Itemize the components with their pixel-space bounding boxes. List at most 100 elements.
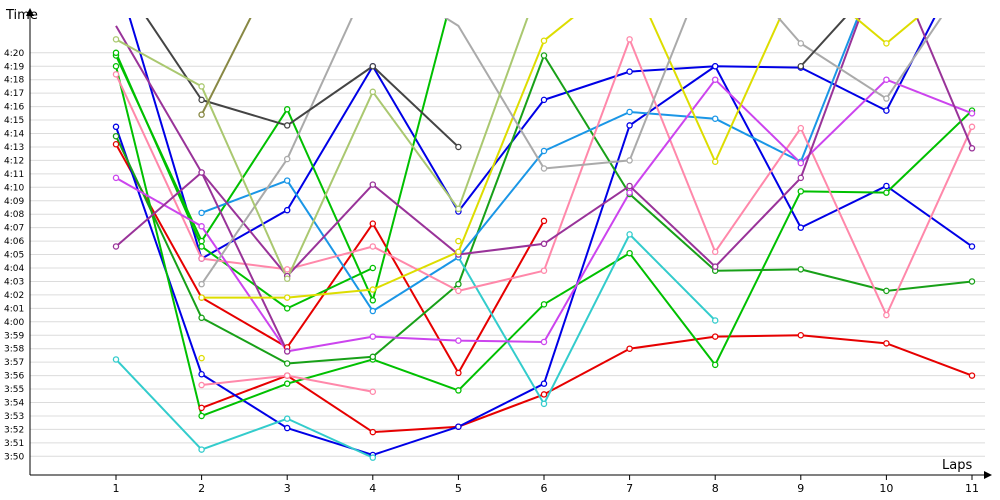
data-point — [540, 240, 548, 248]
data-point — [540, 267, 548, 274]
y-tick-label: 4:15 — [4, 116, 24, 126]
data-point — [198, 111, 205, 118]
x-tick-label: 8 — [712, 482, 719, 495]
data-point — [369, 353, 377, 361]
y-tick-label: 4:02 — [4, 291, 24, 301]
y-tick-label: 3:50 — [4, 452, 24, 462]
data-point — [369, 88, 377, 96]
data-point — [198, 209, 205, 217]
data-point — [455, 387, 462, 394]
x-tick-label: 10 — [879, 482, 893, 495]
axes: Time Laps — [5, 8, 992, 479]
data-point — [883, 95, 890, 102]
y-tick-label: 4:12 — [4, 156, 24, 166]
y-tick-label: 4:19 — [4, 62, 24, 72]
data-point — [112, 141, 120, 148]
data-point — [369, 286, 377, 293]
data-point — [198, 280, 205, 288]
series-markers — [112, 36, 976, 461]
data-point — [283, 294, 291, 301]
data-point — [283, 372, 291, 379]
data-point — [626, 157, 633, 164]
data-point — [711, 263, 719, 270]
data-point — [711, 248, 719, 256]
data-point — [540, 301, 548, 308]
data-point — [283, 360, 291, 367]
data-point — [626, 68, 633, 75]
data-point — [283, 177, 291, 184]
data-point — [540, 165, 548, 172]
data-point — [797, 188, 805, 195]
data-point — [283, 415, 291, 422]
y-tick-label: 3:57 — [4, 358, 24, 368]
data-point — [369, 181, 377, 188]
data-point — [198, 404, 205, 412]
x-tick-label: 6 — [541, 482, 548, 495]
x-axis-arrow-icon — [984, 471, 992, 479]
data-point — [198, 354, 205, 362]
data-point — [540, 217, 548, 225]
data-point — [797, 331, 805, 339]
series-line — [115, 18, 529, 280]
data-point — [112, 356, 120, 363]
x-tick-labels: 1 2 3 4 5 6 7 8 9 10 11 — [113, 475, 979, 495]
data-point — [283, 348, 291, 355]
y-tick-label: 4:17 — [4, 89, 24, 99]
y-tick-label: 4:06 — [4, 237, 24, 247]
y-tick-label: 4:01 — [4, 304, 24, 314]
data-point — [797, 266, 805, 273]
data-point — [455, 423, 462, 430]
data-point — [711, 333, 719, 340]
y-tick-label: 3:55 — [4, 385, 24, 395]
y-tick-label: 3:54 — [4, 399, 24, 409]
data-point — [369, 297, 377, 304]
data-point — [112, 71, 120, 78]
series-line — [115, 18, 448, 302]
data-point — [112, 49, 120, 57]
data-point — [198, 294, 205, 301]
y-tick-label: 4:09 — [4, 197, 24, 207]
y-tick-label: 4:08 — [4, 210, 24, 220]
y-tick-label: 4:07 — [4, 224, 24, 234]
data-point — [455, 369, 462, 377]
data-point — [968, 278, 976, 285]
data-point — [198, 169, 205, 176]
data-point — [369, 63, 377, 70]
data-point — [369, 428, 377, 436]
data-point — [283, 155, 291, 163]
y-tick-label: 4:10 — [4, 183, 24, 193]
data-point — [369, 264, 377, 272]
data-point — [198, 381, 205, 389]
data-point — [198, 412, 205, 420]
data-point — [797, 224, 805, 231]
x-tick-label: 4 — [369, 482, 376, 495]
y-tick-label: 4:05 — [4, 251, 24, 261]
data-point — [112, 36, 120, 43]
data-point — [112, 132, 120, 140]
data-point — [968, 123, 976, 131]
data-point — [711, 361, 719, 369]
y-tick-label: 4:14 — [4, 130, 24, 140]
data-point — [283, 275, 291, 283]
data-point — [540, 52, 548, 59]
data-point — [455, 205, 462, 213]
data-point — [369, 220, 377, 227]
y-axis-arrow-icon — [26, 8, 34, 16]
data-point — [968, 372, 976, 379]
x-tick-label: 9 — [797, 482, 804, 495]
data-point — [797, 63, 805, 70]
data-point — [626, 189, 633, 196]
data-point — [283, 206, 291, 214]
data-point — [626, 36, 633, 43]
data-point — [112, 174, 120, 182]
series-line — [800, 18, 847, 67]
y-tick-label: 4:13 — [4, 143, 24, 153]
data-point — [540, 147, 548, 155]
data-point — [283, 106, 291, 113]
data-point — [369, 454, 377, 461]
y-tick-label: 4:20 — [4, 49, 24, 59]
data-point — [198, 255, 205, 262]
series-line — [200, 18, 943, 285]
data-point — [797, 174, 805, 182]
